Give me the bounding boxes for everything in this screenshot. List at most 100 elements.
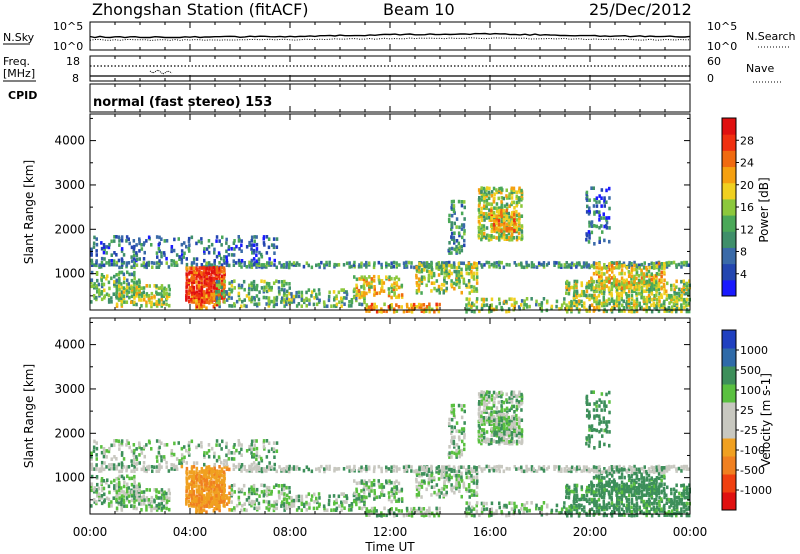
power-cell	[605, 270, 609, 274]
velocity-cell	[143, 502, 146, 506]
power-cell	[500, 214, 504, 219]
power-cell	[555, 304, 558, 309]
velocity-cell	[483, 394, 486, 398]
power-cell	[652, 301, 656, 306]
velocity-cell	[508, 419, 511, 424]
velocity-cell	[358, 467, 361, 471]
velocity-cell	[382, 513, 386, 517]
power-cell	[213, 303, 216, 307]
power-cell	[95, 242, 99, 247]
velocity-cell	[455, 474, 458, 478]
velocity-cell	[390, 507, 393, 511]
power-cell	[395, 261, 398, 265]
power-cell	[243, 263, 246, 267]
velocity-cell	[515, 404, 519, 409]
velocity-cell	[413, 469, 416, 474]
velocity-cell	[260, 490, 264, 494]
power-cell	[575, 303, 579, 308]
power-cell	[448, 273, 451, 278]
power-cell	[685, 291, 688, 296]
power-cell	[630, 297, 634, 301]
velocity-cell	[373, 497, 376, 501]
velocity-cell	[263, 469, 266, 473]
power-cell	[625, 284, 629, 289]
power-cell	[190, 292, 194, 296]
power-cell	[215, 235, 219, 239]
power-cell	[623, 263, 626, 268]
power-cell	[403, 265, 406, 269]
power-cell	[422, 262, 426, 266]
velocity-cell	[222, 491, 225, 496]
power-cell	[202, 304, 206, 308]
velocity-cell	[227, 500, 231, 504]
power-cell	[460, 271, 463, 275]
velocity-cell	[428, 513, 431, 518]
velocity-cell	[502, 420, 506, 424]
velocity-cell	[573, 467, 576, 471]
power-cell	[335, 294, 338, 298]
velocity-cell	[288, 504, 291, 508]
velocity-cell	[270, 447, 274, 451]
power-cell	[440, 287, 443, 291]
velocity-cell	[505, 430, 509, 435]
velocity-cell	[498, 432, 501, 437]
power-cell	[672, 283, 676, 288]
power-cell	[505, 262, 508, 267]
velocity-cell	[125, 489, 129, 494]
velocity-cell	[508, 467, 511, 471]
velocity-cell	[247, 492, 251, 496]
power-cell	[645, 295, 649, 300]
power-cell	[365, 291, 368, 296]
power-cell	[388, 291, 391, 295]
velocity-cell	[635, 467, 638, 472]
power-cell	[153, 302, 156, 307]
velocity-cell	[392, 468, 395, 473]
velocity-cell	[505, 410, 509, 415]
velocity-cell	[427, 477, 431, 482]
power-cell	[220, 276, 223, 281]
power-cell	[563, 263, 566, 267]
velocity-cell	[197, 443, 201, 448]
power-cell	[515, 190, 519, 194]
velocity-cell	[513, 422, 516, 427]
power-cell	[623, 271, 626, 276]
velocity-cell	[505, 466, 508, 471]
velocity-cell	[273, 500, 276, 504]
power-cell	[130, 245, 134, 250]
power-cell	[630, 274, 634, 279]
power-cell	[510, 211, 514, 215]
power-cell	[215, 272, 218, 276]
power-cell	[195, 301, 198, 305]
power-cell	[623, 290, 626, 294]
velocity-cell	[123, 504, 126, 508]
velocity-cell	[237, 487, 241, 492]
power-cell	[495, 202, 499, 206]
power-cell	[495, 226, 498, 231]
power-cell	[642, 274, 646, 279]
power-cell	[170, 245, 174, 249]
velocity-cell	[93, 486, 96, 490]
power-cell	[211, 296, 214, 301]
power-cell	[460, 203, 464, 208]
power-cell	[95, 249, 98, 253]
velocity-cell	[313, 500, 316, 504]
power-cell	[475, 267, 479, 272]
velocity-cell	[125, 494, 128, 498]
power-cell	[573, 303, 576, 308]
velocity-cell	[480, 402, 483, 406]
power-cell	[595, 265, 598, 270]
velocity-cell	[345, 494, 348, 498]
power-cell	[437, 287, 441, 292]
power-cell	[570, 309, 573, 314]
velocity-cell	[503, 424, 506, 429]
velocity-cell	[107, 497, 111, 502]
power-cell	[400, 295, 404, 299]
power-cell	[610, 299, 613, 303]
power-cell	[115, 273, 118, 277]
power-cell	[252, 257, 256, 261]
velocity-cell	[268, 505, 271, 510]
velocity-cell	[92, 498, 96, 502]
velocity-cell	[483, 404, 486, 408]
power-cell	[603, 196, 606, 200]
velocity-cell	[165, 443, 169, 447]
